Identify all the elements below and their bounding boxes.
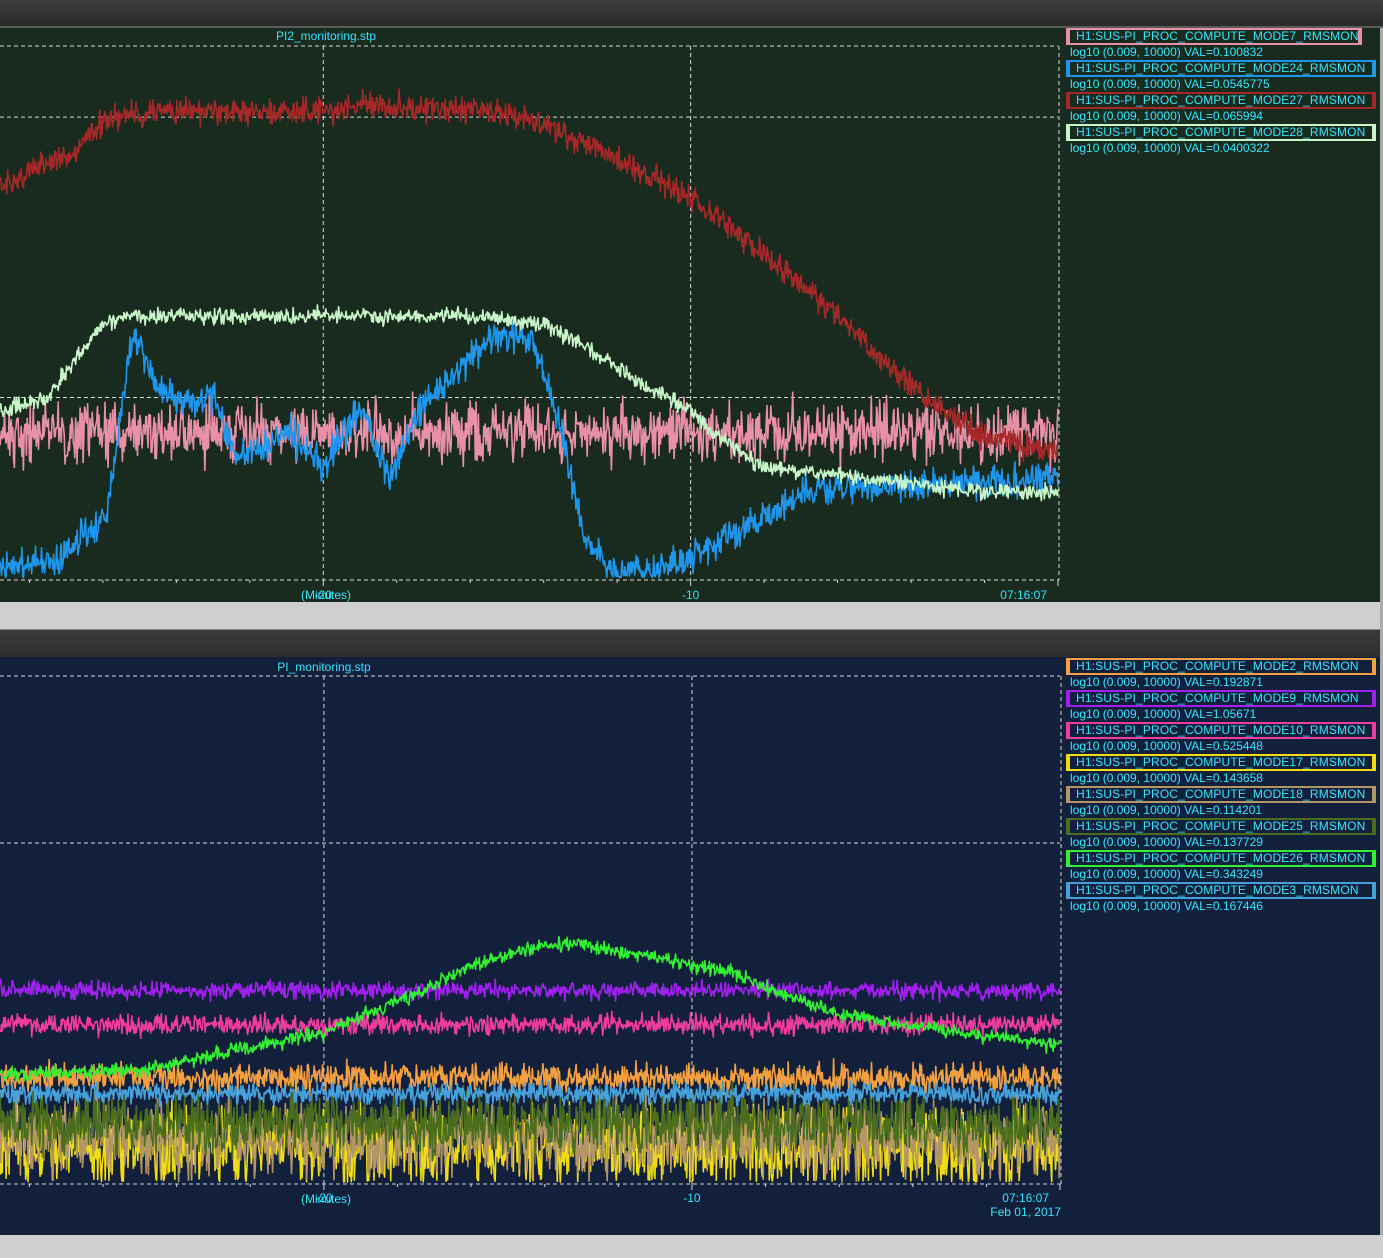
legend-channel-name: H1:SUS-PI_PROC_COMPUTE_MODE24_RMSMON (1066, 60, 1376, 77)
legend-channel-name: H1:SUS-PI_PROC_COMPUTE_MODE26_RMSMON (1066, 850, 1376, 867)
series-line (0, 88, 1059, 463)
legend-entry[interactable]: H1:SUS-PI_PROC_COMPUTE_MODE25_RMSMON log1… (1066, 818, 1376, 850)
x-tick-label: -10 (683, 1191, 701, 1205)
x-axis-label: (Minutes) (301, 1192, 351, 1206)
chart-panel-pi: PI_monitoring.stp -20 -10 07:16:07 Feb 01, 2… (0, 657, 1380, 1235)
chart-title: PI2_monitoring.stp (276, 29, 376, 43)
series-group (0, 88, 1059, 579)
legend-channel-value: log10 (0.009, 10000) VAL=0.525448 (1070, 739, 1263, 753)
x-tick-label: -10 (682, 588, 700, 602)
top-bar-divider (0, 26, 1383, 28)
x-tick-label: -20 (315, 588, 333, 602)
legend-entry[interactable]: H1:SUS-PI_PROC_COMPUTE_MODE27_RMSMON log1… (1066, 92, 1376, 124)
legend-entry[interactable]: H1:SUS-PI_PROC_COMPUTE_MODE7_RMSMON log10… (1066, 28, 1376, 60)
time-label: 07:16:07 (1002, 1191, 1049, 1205)
series-line (0, 304, 1059, 502)
bottom-bar (0, 1235, 1383, 1258)
chart-title: PI_monitoring.stp (277, 660, 371, 674)
date-label: Feb 01, 2017 (988, 601, 1059, 602)
legend-channel-name: H1:SUS-PI_PROC_COMPUTE_MODE27_RMSMON (1066, 92, 1376, 109)
legend-channel-name: H1:SUS-PI_PROC_COMPUTE_MODE2_RMSMON (1066, 658, 1376, 675)
series-line (0, 1087, 1061, 1183)
legend-channel-name: H1:SUS-PI_PROC_COMPUTE_MODE17_RMSMON (1066, 754, 1376, 771)
legend-channel-value: log10 (0.009, 10000) VAL=0.065994 (1070, 109, 1263, 123)
series-line (0, 391, 1059, 474)
legend-channel-value: log10 (0.009, 10000) VAL=0.0545775 (1070, 77, 1270, 91)
series-line (0, 320, 1059, 579)
legend-channel-value: log10 (0.009, 10000) VAL=0.137729 (1070, 835, 1263, 849)
series-line (0, 978, 1061, 1004)
series-group (0, 935, 1061, 1183)
legend-pi: H1:SUS-PI_PROC_COMPUTE_MODE2_RMSMON log10… (1066, 658, 1376, 914)
legend-channel-name: H1:SUS-PI_PROC_COMPUTE_MODE10_RMSMON (1066, 722, 1376, 739)
panel-separator (0, 602, 1383, 626)
time-label: 07:16:07 (1000, 588, 1047, 602)
legend-channel-name: H1:SUS-PI_PROC_COMPUTE_MODE7_RMSMON (1066, 28, 1362, 45)
legend-entry[interactable]: H1:SUS-PI_PROC_COMPUTE_MODE3_RMSMON log10… (1066, 882, 1376, 914)
legend-entry[interactable]: H1:SUS-PI_PROC_COMPUTE_MODE2_RMSMON log10… (1066, 658, 1376, 690)
legend-channel-name: H1:SUS-PI_PROC_COMPUTE_MODE18_RMSMON (1066, 786, 1376, 803)
series-line (0, 1057, 1061, 1098)
legend-channel-value: log10 (0.009, 10000) VAL=0.343249 (1070, 867, 1263, 881)
legend-entry[interactable]: H1:SUS-PI_PROC_COMPUTE_MODE9_RMSMON log10… (1066, 690, 1376, 722)
legend-channel-value: log10 (0.009, 10000) VAL=0.192871 (1070, 675, 1263, 689)
legend-channel-name: H1:SUS-PI_PROC_COMPUTE_MODE9_RMSMON (1066, 690, 1376, 707)
legend-pi2: H1:SUS-PI_PROC_COMPUTE_MODE7_RMSMON log10… (1066, 28, 1376, 156)
legend-entry[interactable]: H1:SUS-PI_PROC_COMPUTE_MODE28_RMSMON log1… (1066, 124, 1376, 156)
series-line (0, 1079, 1061, 1165)
window-top-bar (0, 0, 1383, 26)
window-right-edge (1380, 28, 1383, 1235)
legend-channel-name: H1:SUS-PI_PROC_COMPUTE_MODE3_RMSMON (1066, 882, 1376, 899)
legend-channel-value: log10 (0.009, 10000) VAL=0.167446 (1070, 899, 1263, 913)
legend-channel-value: log10 (0.009, 10000) VAL=0.0400322 (1070, 141, 1270, 155)
x-axis-label: (Minutes) (301, 588, 351, 602)
legend-entry[interactable]: H1:SUS-PI_PROC_COMPUTE_MODE10_RMSMON log1… (1066, 722, 1376, 754)
date-label: Feb 01, 2017 (990, 1205, 1061, 1219)
legend-channel-value: log10 (0.009, 10000) VAL=0.114201 (1070, 803, 1263, 817)
legend-channel-value: log10 (0.009, 10000) VAL=0.143658 (1070, 771, 1263, 785)
grid (0, 675, 1060, 1184)
legend-entry[interactable]: H1:SUS-PI_PROC_COMPUTE_MODE17_RMSMON log1… (1066, 754, 1376, 786)
legend-entry[interactable]: H1:SUS-PI_PROC_COMPUTE_MODE24_RMSMON log1… (1066, 60, 1376, 92)
legend-channel-name: H1:SUS-PI_PROC_COMPUTE_MODE25_RMSMON (1066, 818, 1376, 835)
panel-header-bar (0, 626, 1383, 657)
legend-entry[interactable]: H1:SUS-PI_PROC_COMPUTE_MODE26_RMSMON log1… (1066, 850, 1376, 882)
x-tick-label: -20 (315, 1191, 333, 1205)
series-line (0, 935, 1061, 1083)
legend-channel-value: log10 (0.009, 10000) VAL=0.100832 (1070, 45, 1263, 59)
legend-entry[interactable]: H1:SUS-PI_PROC_COMPUTE_MODE18_RMSMON log1… (1066, 786, 1376, 818)
legend-channel-name: H1:SUS-PI_PROC_COMPUTE_MODE28_RMSMON (1066, 124, 1376, 141)
series-line (0, 1079, 1061, 1108)
legend-channel-value: log10 (0.009, 10000) VAL=1.05671 (1070, 707, 1257, 721)
